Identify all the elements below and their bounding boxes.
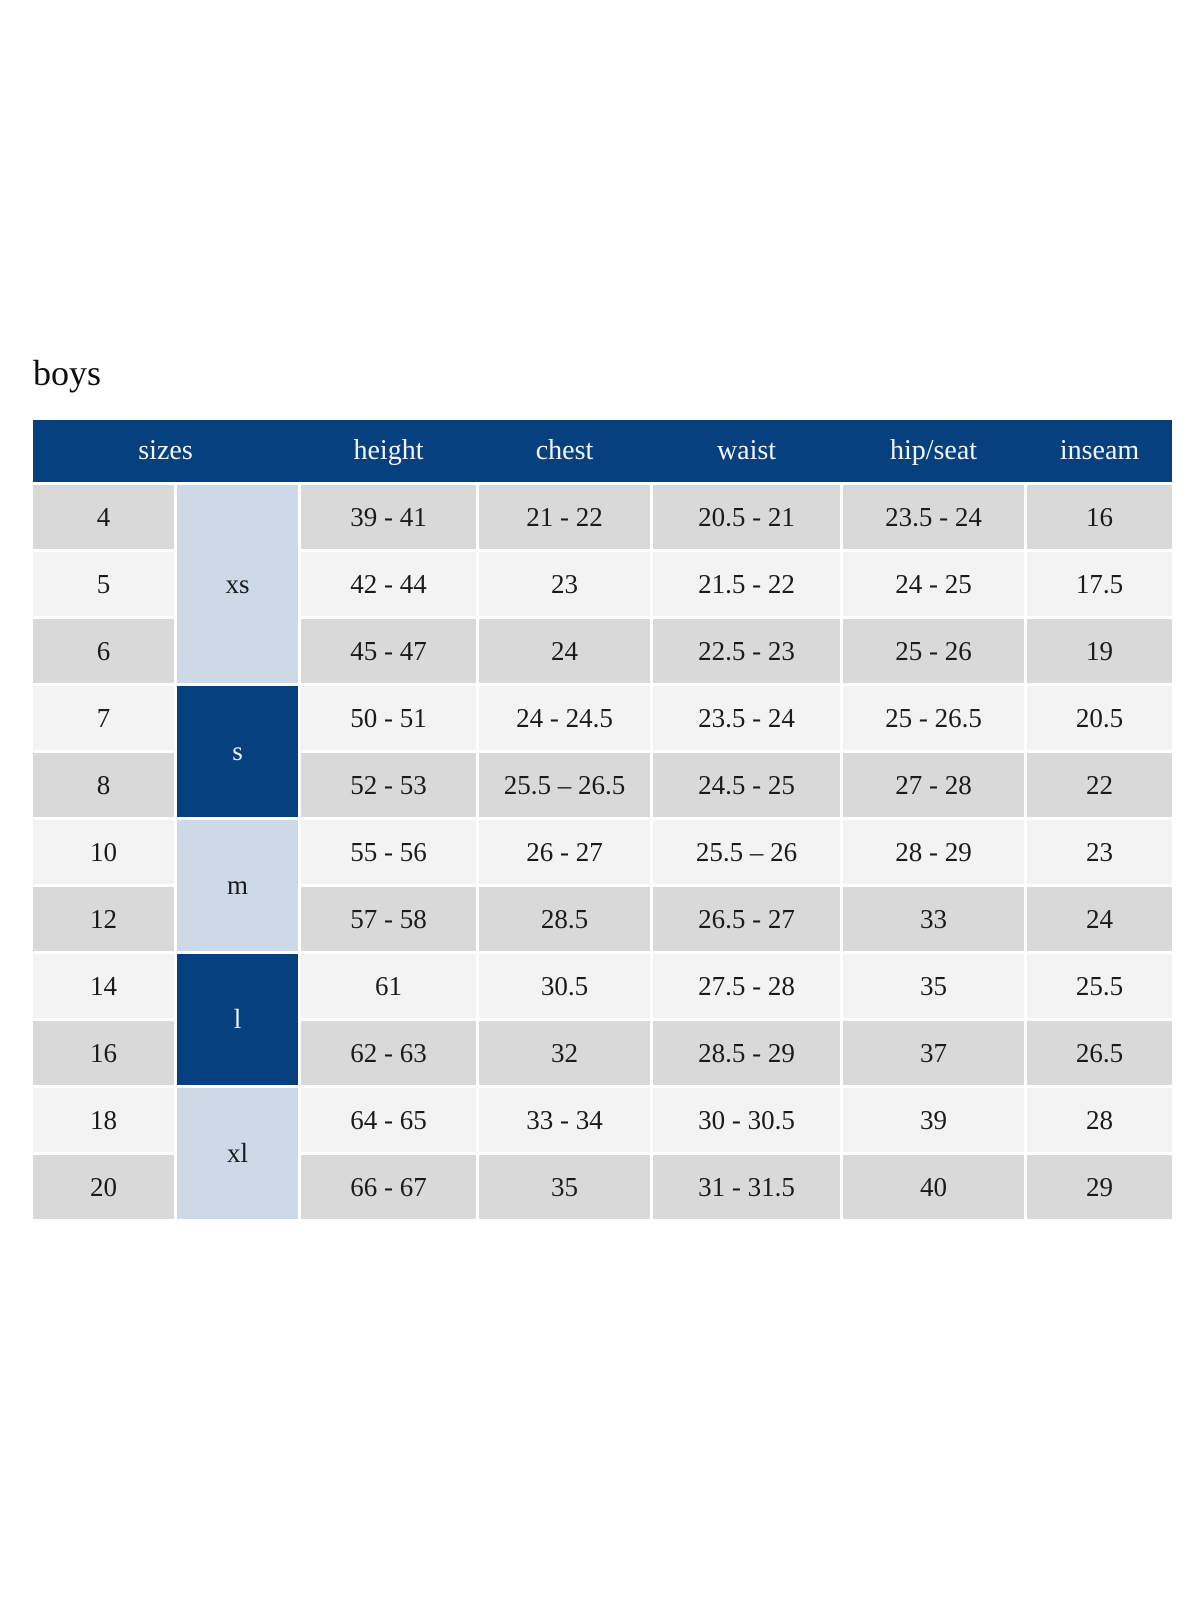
height-cell: 45 - 47 (301, 619, 476, 683)
column-header-chest: chest (535, 435, 594, 466)
waist-cell: 31 - 31.5 (653, 1155, 840, 1219)
inseam-cell: 20.5 (1027, 686, 1172, 750)
hip-seat-cell: 25 - 26.5 (843, 686, 1024, 750)
inseam-cell: 19 (1027, 619, 1172, 683)
chest-cell: 30.5 (479, 954, 650, 1018)
hip-seat-cell: 40 (843, 1155, 1024, 1219)
inseam-cell: 25.5 (1027, 954, 1172, 1018)
waist-cell: 21.5 - 22 (653, 552, 840, 616)
size-cell: 14 (33, 954, 174, 1018)
size-cell: 18 (33, 1088, 174, 1152)
height-cell: 57 - 58 (301, 887, 476, 951)
height-cell: 55 - 56 (301, 820, 476, 884)
size-cell: 20 (33, 1155, 174, 1219)
chest-cell: 32 (479, 1021, 650, 1085)
size-cell: 8 (33, 753, 174, 817)
size-cell: 12 (33, 887, 174, 951)
inseam-cell: 28 (1027, 1088, 1172, 1152)
column-header-hip-seat: hip/seat (889, 435, 978, 466)
waist-cell: 20.5 - 21 (653, 485, 840, 549)
height-cell: 62 - 63 (301, 1021, 476, 1085)
chest-cell: 25.5 – 26.5 (479, 753, 650, 817)
hip-seat-cell: 35 (843, 954, 1024, 1018)
inseam-cell: 23 (1027, 820, 1172, 884)
page-title: boys (33, 353, 102, 393)
size-group-s: s (177, 686, 298, 817)
hip-seat-cell: 33 (843, 887, 1024, 951)
column-header-height: height (353, 435, 424, 466)
chest-cell: 35 (479, 1155, 650, 1219)
size-cell: 5 (33, 552, 174, 616)
inseam-cell: 16 (1027, 485, 1172, 549)
height-cell: 39 - 41 (301, 485, 476, 549)
inseam-cell: 17.5 (1027, 552, 1172, 616)
chest-cell: 24 - 24.5 (479, 686, 650, 750)
inseam-cell: 22 (1027, 753, 1172, 817)
hip-seat-cell: 37 (843, 1021, 1024, 1085)
waist-cell: 30 - 30.5 (653, 1088, 840, 1152)
hip-seat-cell: 39 (843, 1088, 1024, 1152)
size-group-m: m (177, 820, 298, 951)
hip-seat-cell: 27 - 28 (843, 753, 1024, 817)
inseam-cell: 24 (1027, 887, 1172, 951)
inseam-cell: 26.5 (1027, 1021, 1172, 1085)
size-cell: 6 (33, 619, 174, 683)
chest-cell: 21 - 22 (479, 485, 650, 549)
chest-cell: 26 - 27 (479, 820, 650, 884)
column-header-inseam: inseam (1059, 435, 1140, 466)
hip-seat-cell: 24 - 25 (843, 552, 1024, 616)
size-cell: 16 (33, 1021, 174, 1085)
height-cell: 64 - 65 (301, 1088, 476, 1152)
table-header-row: sizes height chest waist hip/seat inseam (33, 420, 1172, 482)
size-cell: 4 (33, 485, 174, 549)
hip-seat-cell: 28 - 29 (843, 820, 1024, 884)
boys-size-table: sizes height chest waist hip/seat inseam… (33, 420, 1172, 1219)
height-cell: 52 - 53 (301, 753, 476, 817)
height-cell: 66 - 67 (301, 1155, 476, 1219)
size-cell: 10 (33, 820, 174, 884)
inseam-cell: 29 (1027, 1155, 1172, 1219)
size-group-l: l (177, 954, 298, 1085)
waist-cell: 28.5 - 29 (653, 1021, 840, 1085)
waist-cell: 23.5 - 24 (653, 686, 840, 750)
chest-cell: 28.5 (479, 887, 650, 951)
chest-cell: 33 - 34 (479, 1088, 650, 1152)
waist-cell: 26.5 - 27 (653, 887, 840, 951)
size-cell: 7 (33, 686, 174, 750)
column-header-sizes: sizes (138, 435, 193, 466)
hip-seat-cell: 25 - 26 (843, 619, 1024, 683)
height-cell: 42 - 44 (301, 552, 476, 616)
height-cell: 50 - 51 (301, 686, 476, 750)
waist-cell: 22.5 - 23 (653, 619, 840, 683)
chest-cell: 24 (479, 619, 650, 683)
waist-cell: 27.5 - 28 (653, 954, 840, 1018)
waist-cell: 24.5 - 25 (653, 753, 840, 817)
chest-cell: 23 (479, 552, 650, 616)
hip-seat-cell: 23.5 - 24 (843, 485, 1024, 549)
height-cell: 61 (301, 954, 476, 1018)
size-group-xs: xs (177, 485, 298, 683)
size-group-xl: xl (177, 1088, 298, 1219)
column-header-waist: waist (716, 435, 777, 466)
waist-cell: 25.5 – 26 (653, 820, 840, 884)
